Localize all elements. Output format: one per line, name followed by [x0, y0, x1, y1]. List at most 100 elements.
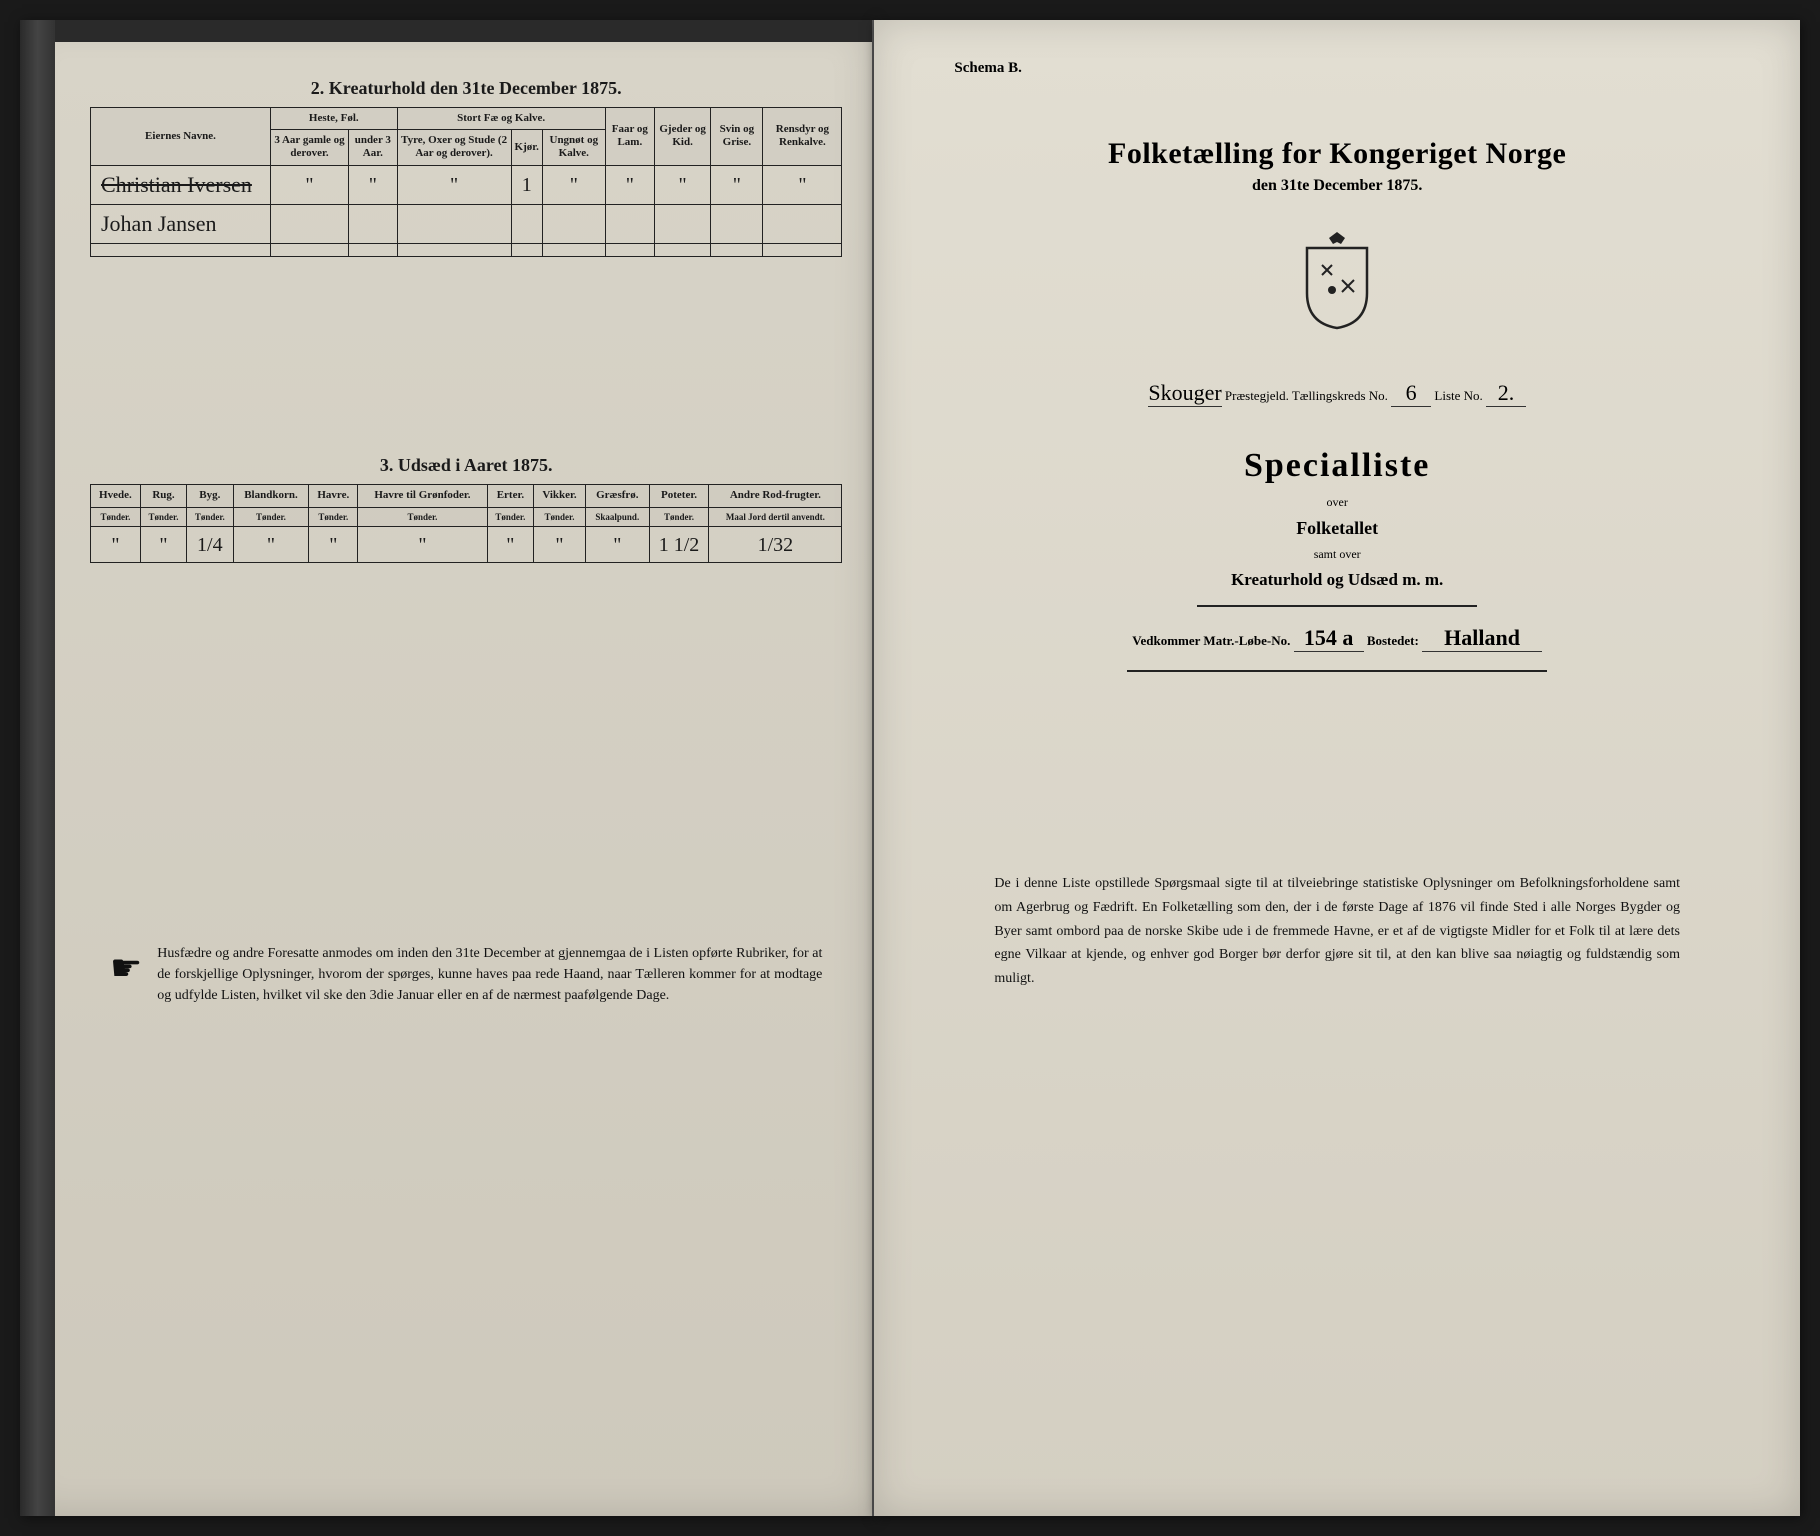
th-unit: Tønder.: [534, 507, 586, 527]
th-heste-group: Heste, Føl.: [271, 108, 398, 130]
th-unit: Tønder.: [358, 507, 488, 527]
value-cell: [271, 244, 349, 257]
th-stort3: Ungnøt og Kalve.: [542, 130, 605, 165]
table-udsaed: Hvede.Rug.Byg.Blandkorn.Havre.Havre til …: [90, 484, 842, 563]
right-footnote: De i denne Liste opstillede Spørgsmaal s…: [954, 872, 1720, 991]
th-unit: Tønder.: [649, 507, 709, 527]
th-crop: Poteter.: [649, 485, 709, 507]
table-row: Johan Jansen: [91, 204, 842, 243]
special-title: Specialliste: [954, 447, 1720, 485]
value-cell: [763, 244, 842, 257]
th-unit: Tønder.: [233, 507, 309, 527]
section3-title: 3. Udsæd i Aaret 1875.: [90, 455, 842, 476]
th-heste2: under 3 Aar.: [349, 130, 398, 165]
kreds-line: Skouger Præstegjeld. Tællingskreds No. 6…: [954, 380, 1720, 407]
value-cell: [542, 204, 605, 243]
table-row: Christian Iversen"""1""""": [91, 165, 842, 204]
value-cell: [511, 204, 542, 243]
value-cell: [763, 204, 842, 243]
value-cell: ": [534, 527, 586, 563]
table-kreaturhold: Eiernes Navne. Heste, Føl. Stort Fæ og K…: [90, 107, 842, 257]
th-crop: Græsfrø.: [585, 485, 649, 507]
over2: samt over: [954, 547, 1720, 562]
th-svin: Svin og Grise.: [711, 108, 763, 166]
th-unit: Tønder.: [487, 507, 533, 527]
th-crop: Vikker.: [534, 485, 586, 507]
footnote-block: ☛ Husfædre og andre Foresatte anmodes om…: [90, 943, 842, 1006]
value-cell: ": [309, 527, 358, 563]
value-cell: ": [763, 165, 842, 204]
value-cell: ": [349, 165, 398, 204]
kreatur-label: Kreaturhold og Udsæd m. m.: [954, 570, 1720, 590]
over1: over: [954, 495, 1720, 510]
value-cell: [271, 204, 349, 243]
sub-date: den 31te December 1875.: [954, 177, 1720, 195]
binding-strip: [20, 20, 55, 1516]
th-faar: Faar og Lam.: [605, 108, 654, 166]
th-crop: Andre Rod-frugter.: [709, 485, 842, 507]
th-unit: Skaalpund.: [585, 507, 649, 527]
value-cell: ": [605, 165, 654, 204]
divider: [1197, 605, 1477, 607]
value-cell: ": [358, 527, 488, 563]
th-heste1: 3 Aar gamle og derover.: [271, 130, 349, 165]
left-page: 2. Kreaturhold den 31te December 1875. E…: [20, 20, 874, 1516]
kreds-no: 6: [1391, 380, 1431, 407]
vedk-line: Vedkommer Matr.-Løbe-No. 154 a Bostedet:…: [954, 625, 1720, 652]
th-ren: Rensdyr og Renkalve.: [763, 108, 842, 166]
document-spread: 2. Kreaturhold den 31te December 1875. E…: [20, 20, 1800, 1516]
value-cell: ": [140, 527, 186, 563]
th-crop: Havre.: [309, 485, 358, 507]
value-cell: 1: [511, 165, 542, 204]
value-cell: ": [271, 165, 349, 204]
value-cell: [397, 244, 511, 257]
value-cell: ": [542, 165, 605, 204]
value-cell: [654, 244, 710, 257]
matr-no: 154 a: [1294, 625, 1364, 652]
value-cell: [711, 244, 763, 257]
schema-label: Schema B.: [954, 60, 1720, 77]
value-cell: ": [397, 165, 511, 204]
th-unit: Maal Jord dertil anvendt.: [709, 507, 842, 527]
value-cell: [397, 204, 511, 243]
liste-label: Liste No.: [1434, 388, 1486, 403]
th-unit: Tønder.: [309, 507, 358, 527]
value-cell: 1/4: [187, 527, 233, 563]
value-cell: ": [487, 527, 533, 563]
value-cell: ": [654, 165, 710, 204]
value-cell: ": [91, 527, 141, 563]
bostedet-label: Bostedet:: [1367, 633, 1422, 648]
owner-name-cell: Johan Jansen: [91, 204, 271, 243]
value-cell: [542, 244, 605, 257]
left-footnote-text: Husfædre og andre Foresatte anmodes om i…: [157, 943, 822, 1006]
value-cell: [654, 204, 710, 243]
value-cell: [605, 204, 654, 243]
value-cell: [349, 244, 398, 257]
prestegjeld-value: Skouger: [1148, 380, 1221, 407]
th-stort-group: Stort Fæ og Kalve.: [397, 108, 605, 130]
value-cell: ": [233, 527, 309, 563]
bostedet-value: Halland: [1422, 625, 1542, 652]
th-crop: Erter.: [487, 485, 533, 507]
value-cell: 1/32: [709, 527, 842, 563]
th-gjeder: Gjeder og Kid.: [654, 108, 710, 166]
th-crop: Havre til Grønfoder.: [358, 485, 488, 507]
prestegjeld-suffix: Præstegjeld. Tællingskreds No.: [1225, 388, 1391, 403]
main-title: Folketælling for Kongeriget Norge: [954, 137, 1720, 171]
vedk-label: Vedkommer Matr.-Løbe-No.: [1132, 633, 1293, 648]
owner-name-cell: Christian Iversen: [91, 165, 271, 204]
th-crop: Blandkorn.: [233, 485, 309, 507]
th-crop: Hvede.: [91, 485, 141, 507]
th-stort2: Kjør.: [511, 130, 542, 165]
binding-top: [20, 20, 872, 42]
right-page: Schema B. Folketælling for Kongeriget No…: [874, 20, 1800, 1516]
coat-of-arms-icon: [1292, 230, 1382, 330]
folketallet: Folketallet: [954, 518, 1720, 539]
th-eiernes: Eiernes Navne.: [91, 108, 271, 166]
value-cell: 1 1/2: [649, 527, 709, 563]
table-row: [91, 244, 842, 257]
value-cell: [349, 204, 398, 243]
th-unit: Tønder.: [91, 507, 141, 527]
value-cell: [605, 244, 654, 257]
th-stort1: Tyre, Oxer og Stude (2 Aar og derover).: [397, 130, 511, 165]
